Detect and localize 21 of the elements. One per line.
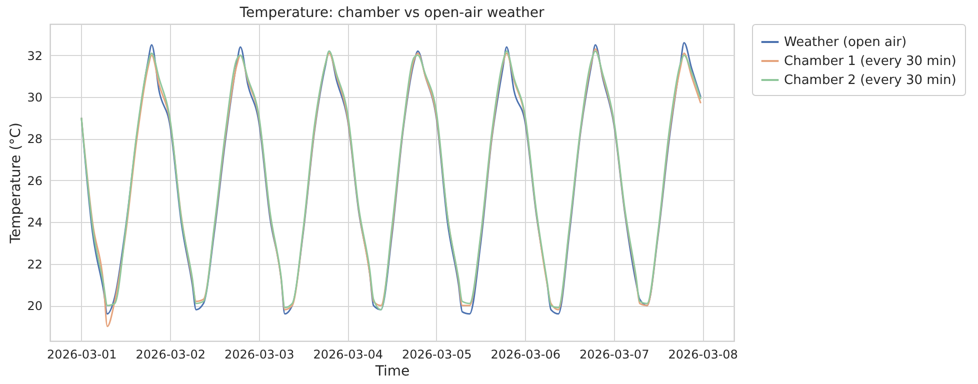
- x-tick-label: 2026-03-05: [402, 348, 472, 362]
- x-tick-label: 2026-03-03: [224, 348, 294, 362]
- y-tick-label: 24: [27, 216, 42, 230]
- x-tick-label: 2026-03-08: [668, 348, 738, 362]
- y-tick-label: 26: [27, 174, 42, 188]
- x-tick-label: 2026-03-01: [47, 348, 117, 362]
- x-tick-label: 2026-03-07: [579, 348, 650, 362]
- chart-title: Temperature: chamber vs open-air weather: [238, 5, 544, 21]
- y-axis-title: Temperature (°C): [8, 122, 24, 244]
- y-tick-label: 28: [27, 132, 42, 146]
- y-tick-label: 20: [27, 299, 42, 314]
- y-tick-label: 30: [27, 90, 42, 104]
- y-tick-label: 32: [27, 48, 42, 63]
- x-tick-label: 2026-03-02: [136, 348, 206, 362]
- legend-label: Chamber 1 (every 30 min): [784, 54, 956, 69]
- legend-label: Weather (open air): [784, 35, 907, 50]
- x-tick-label: 2026-03-04: [313, 348, 384, 362]
- y-tick-label: 22: [27, 257, 42, 272]
- x-tick-label: 2026-03-06: [490, 348, 560, 362]
- x-axis-title: Time: [374, 364, 410, 380]
- legend-label: Chamber 2 (every 30 min): [784, 73, 956, 88]
